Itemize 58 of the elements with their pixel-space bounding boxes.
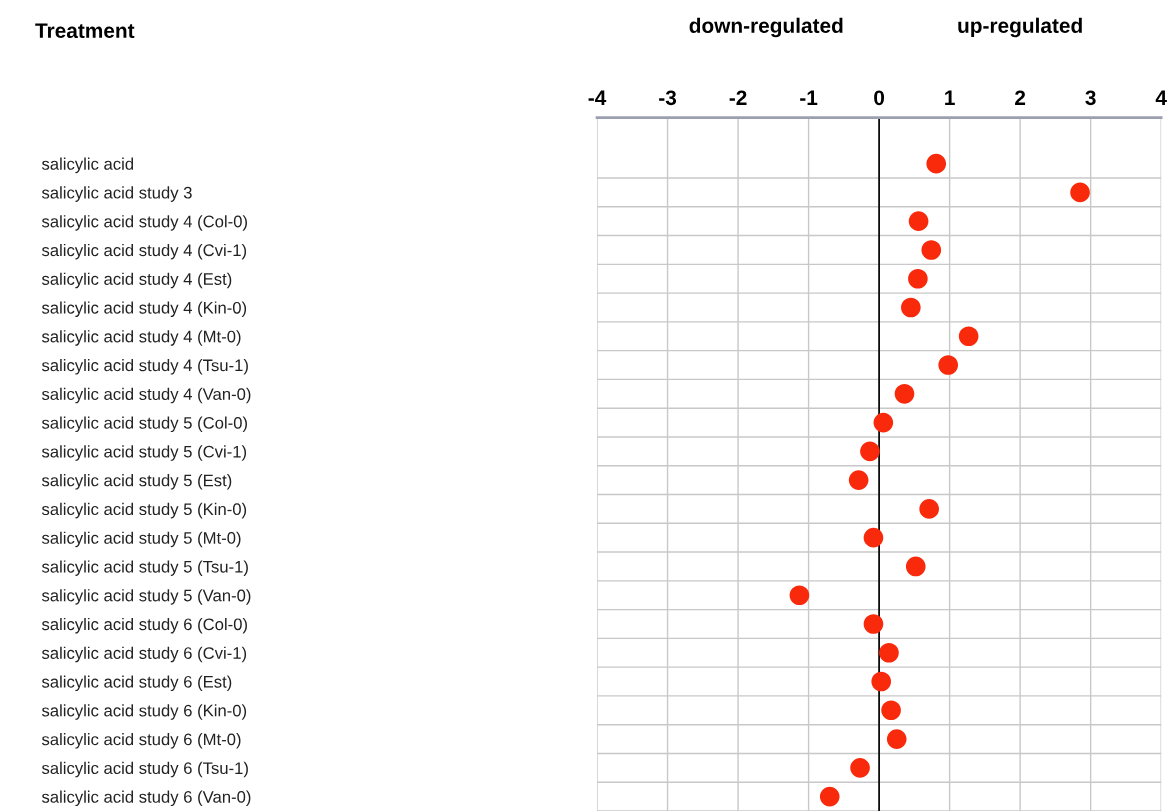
point bbox=[848, 470, 869, 490]
y-tick-label: salicylic acid study 6 (Tsu-1) bbox=[41, 761, 248, 778]
y-tick-label: salicylic acid study 6 (Cvi-1) bbox=[41, 646, 247, 663]
point bbox=[938, 355, 959, 375]
y-tick-label: salicylic acid study 4 (Cvi-1) bbox=[41, 243, 247, 260]
point bbox=[908, 211, 929, 231]
point bbox=[789, 585, 810, 606]
y-tick-label: salicylic acid study 4 (Est) bbox=[41, 272, 232, 289]
x2-tick-label: 0 bbox=[874, 90, 885, 106]
point bbox=[863, 527, 884, 548]
point bbox=[873, 412, 894, 433]
y-tick-label: salicylic acid study 4 (Mt-0) bbox=[41, 330, 241, 346]
y-tick-label: salicylic acid study 4 (Kin-0) bbox=[41, 301, 247, 317]
text: down-regulated bbox=[689, 17, 843, 38]
y-tick-label: salicylic acid study 5 (Cvi-1) bbox=[41, 445, 247, 461]
point bbox=[908, 268, 928, 289]
y-tick-label: salicylic acid study 5 (Col-0) bbox=[41, 416, 247, 433]
y-tick-label: salicylic acid bbox=[41, 157, 134, 174]
y-tick-label: salicylic acid study 6 (Est) bbox=[41, 675, 232, 692]
text: Treatment bbox=[35, 23, 135, 39]
x2-tick-label: -1 bbox=[800, 90, 818, 105]
y-tick-label: salicylic acid study 4 (Tsu-1) bbox=[41, 359, 248, 375]
point bbox=[879, 642, 899, 663]
point bbox=[886, 729, 907, 749]
y-tick-label: salicylic acid study 5 (Mt-0) bbox=[41, 531, 241, 548]
y-tick-label: salicylic acid study 5 (Tsu-1) bbox=[41, 560, 248, 576]
y-tick-label: salicylic acid study 5 (Van-0) bbox=[41, 589, 251, 605]
point bbox=[958, 326, 979, 347]
point bbox=[863, 614, 884, 634]
point bbox=[901, 297, 921, 318]
y-tick-label: salicylic acid study 6 (Van-0) bbox=[41, 790, 251, 807]
point bbox=[894, 383, 915, 404]
point bbox=[926, 153, 947, 174]
x2-tick-label: 3 bbox=[1085, 90, 1096, 106]
y-tick-label: salicylic acid study 4 (Van-0) bbox=[41, 387, 251, 404]
x2-tick-label: -3 bbox=[659, 90, 677, 106]
x2-tick-label: -4 bbox=[588, 90, 607, 105]
point bbox=[905, 556, 926, 577]
x2-tick-label: 1 bbox=[945, 90, 955, 105]
point bbox=[919, 499, 939, 519]
point bbox=[860, 441, 880, 462]
y-tick-label: salicylic acid study 3 bbox=[41, 186, 192, 202]
y-tick-label: salicylic acid study 5 (Est) bbox=[41, 474, 232, 490]
point bbox=[819, 786, 840, 807]
x2-tick-label: -2 bbox=[729, 90, 747, 105]
y-tick-label: salicylic acid study 6 (Kin-0) bbox=[41, 704, 247, 720]
y-tick-label: salicylic acid study 6 (Col-0) bbox=[41, 617, 247, 634]
point bbox=[850, 758, 870, 778]
point bbox=[871, 671, 892, 692]
point bbox=[1070, 182, 1090, 203]
y-tick-label: salicylic acid study 5 (Kin-0) bbox=[41, 502, 247, 519]
text: up-regulated bbox=[958, 17, 1082, 38]
point bbox=[881, 700, 901, 721]
point bbox=[921, 240, 942, 260]
x2-tick-label: 2 bbox=[1015, 90, 1026, 105]
y-tick-label: salicylic acid study 6 (Mt-0) bbox=[41, 733, 241, 749]
y-tick-label: salicylic acid study 4 (Col-0) bbox=[41, 215, 247, 231]
x2-tick-label: 4 bbox=[1155, 90, 1167, 105]
